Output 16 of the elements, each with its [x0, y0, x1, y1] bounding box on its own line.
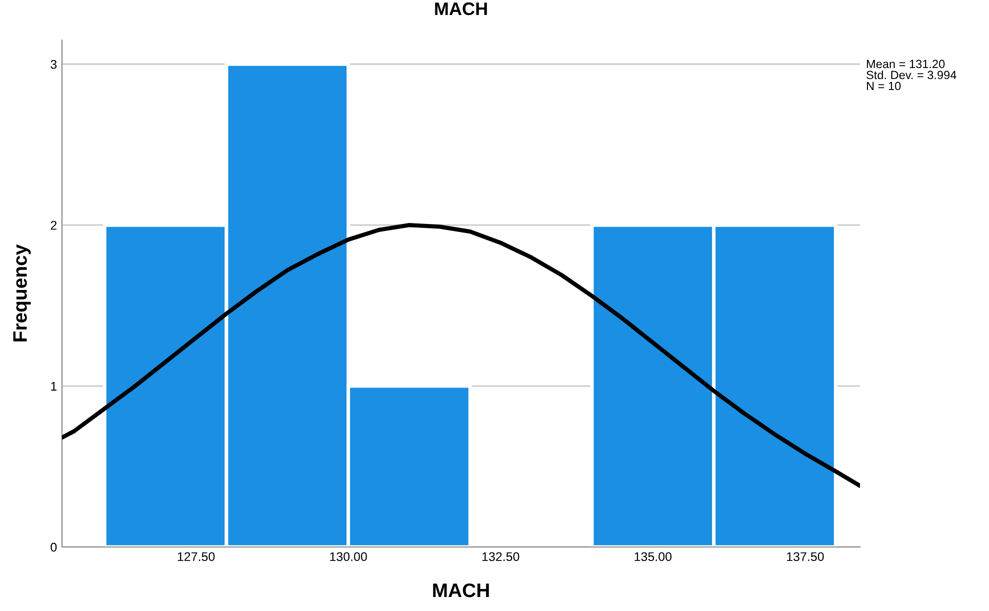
line-series: [62, 223, 860, 488]
x-tick-label: 130.00: [330, 552, 367, 562]
x-axis-title: MACH: [433, 583, 489, 598]
text: Mean = 131.20: [866, 60, 945, 68]
x-tick-label: 127.50: [178, 552, 215, 562]
text: Std. Dev. = 3.994: [866, 70, 956, 80]
y-tick-label: 1: [51, 382, 57, 391]
y-axis-title: Frequency: [13, 244, 31, 342]
chart-title: MACH: [435, 2, 487, 16]
x-tick-label: 132.50: [482, 552, 520, 562]
text: N = 10: [866, 82, 901, 90]
y-tick-label: 3: [50, 60, 57, 69]
x-tick-label: 137.50: [787, 552, 824, 562]
x-tick-label: 135.00: [634, 552, 672, 562]
y-tick-label: 0: [50, 542, 57, 552]
y-tick-label: 2: [50, 220, 57, 230]
